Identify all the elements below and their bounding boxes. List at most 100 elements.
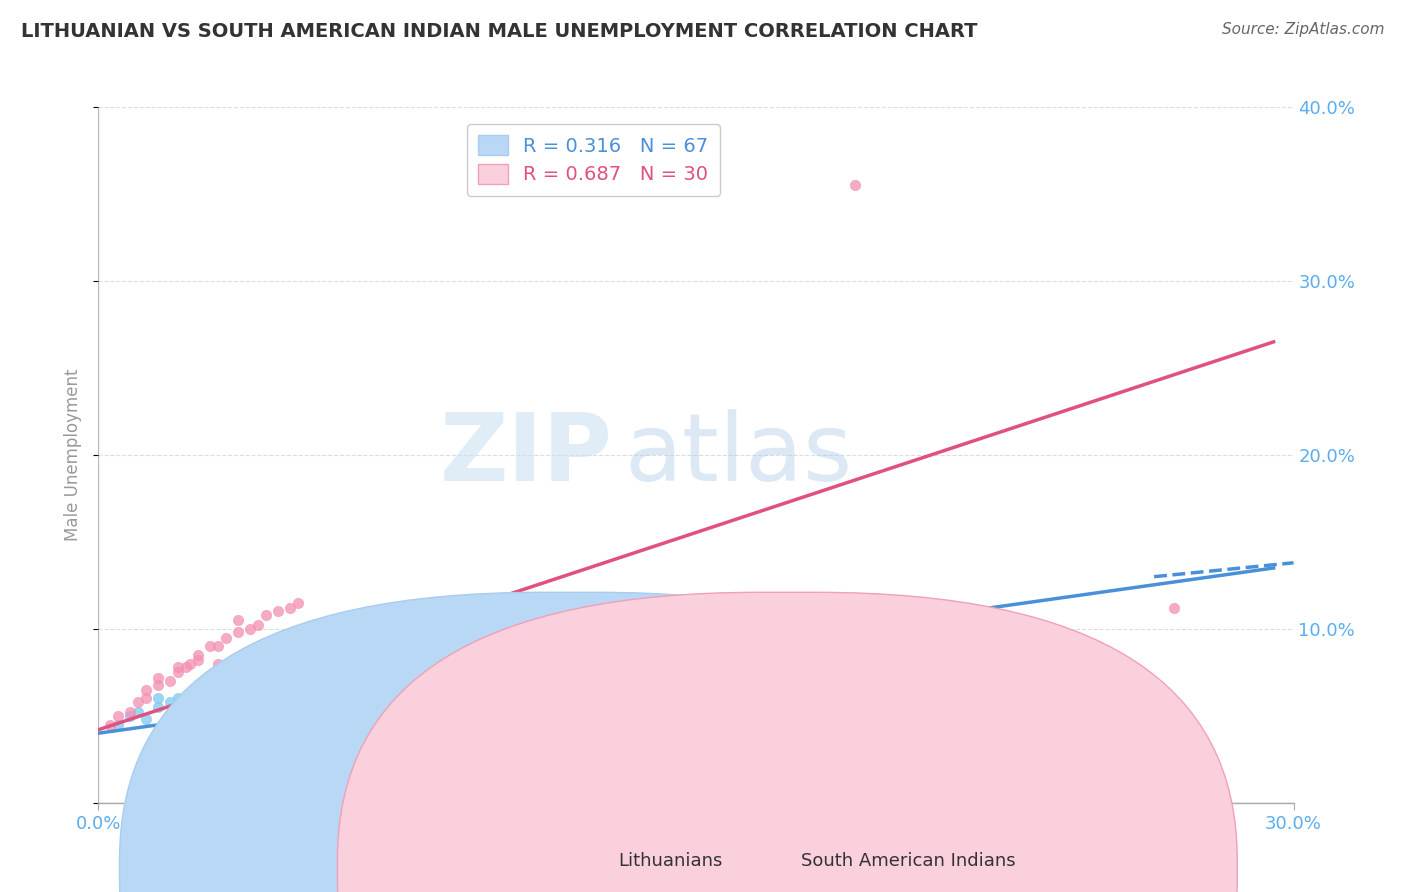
Point bbox=[246, 677, 269, 691]
Point bbox=[645, 625, 668, 640]
Point bbox=[278, 674, 301, 689]
Point bbox=[785, 726, 807, 740]
Point bbox=[267, 665, 290, 680]
Legend: R = 0.316   N = 67, R = 0.687   N = 30: R = 0.316 N = 67, R = 0.687 N = 30 bbox=[467, 124, 720, 196]
Point bbox=[174, 700, 197, 714]
Point bbox=[107, 708, 129, 723]
Point bbox=[159, 695, 181, 709]
Point bbox=[963, 700, 986, 714]
Point bbox=[339, 660, 360, 674]
Y-axis label: Male Unemployment: Male Unemployment bbox=[65, 368, 83, 541]
Point bbox=[135, 682, 157, 697]
Point bbox=[187, 648, 209, 662]
Point bbox=[326, 665, 349, 680]
Point bbox=[366, 660, 388, 674]
Point bbox=[148, 671, 170, 685]
Point bbox=[239, 622, 262, 636]
Point bbox=[884, 695, 907, 709]
Point bbox=[246, 618, 269, 632]
Point bbox=[326, 695, 349, 709]
Point bbox=[685, 625, 707, 640]
Point bbox=[287, 596, 309, 610]
Point bbox=[406, 653, 429, 667]
Point bbox=[187, 688, 209, 702]
Point bbox=[167, 660, 190, 674]
Point bbox=[207, 691, 229, 706]
Point bbox=[207, 639, 229, 653]
Point bbox=[605, 631, 627, 645]
Point bbox=[167, 691, 190, 706]
Point bbox=[135, 712, 157, 726]
Point bbox=[426, 648, 449, 662]
Point bbox=[207, 657, 229, 671]
Point bbox=[174, 660, 197, 674]
Point bbox=[127, 706, 149, 720]
Point bbox=[307, 677, 329, 691]
Point bbox=[326, 677, 349, 691]
Point bbox=[844, 178, 866, 193]
Point bbox=[120, 706, 142, 720]
Text: ZIP: ZIP bbox=[440, 409, 613, 501]
Point bbox=[359, 660, 381, 674]
Point bbox=[385, 691, 409, 706]
Point bbox=[526, 636, 548, 650]
Point bbox=[100, 717, 122, 731]
Point bbox=[426, 665, 449, 680]
Point bbox=[120, 708, 142, 723]
Point bbox=[385, 653, 409, 667]
Text: atlas: atlas bbox=[624, 409, 852, 501]
Point bbox=[207, 682, 229, 697]
Point bbox=[127, 695, 149, 709]
Point bbox=[565, 639, 588, 653]
Point bbox=[239, 674, 262, 689]
Point bbox=[307, 665, 329, 680]
Point bbox=[485, 657, 508, 671]
Point bbox=[167, 665, 190, 680]
Point bbox=[148, 700, 170, 714]
Point bbox=[219, 677, 242, 691]
Point bbox=[179, 657, 201, 671]
Text: South American Indians: South American Indians bbox=[801, 852, 1017, 870]
Point bbox=[1163, 601, 1185, 615]
Point bbox=[246, 695, 269, 709]
Point bbox=[267, 605, 290, 619]
Point bbox=[413, 657, 436, 671]
Point bbox=[246, 639, 269, 653]
Point bbox=[437, 653, 460, 667]
Point bbox=[259, 671, 281, 685]
Point bbox=[246, 726, 269, 740]
Point bbox=[148, 691, 170, 706]
Point bbox=[294, 677, 316, 691]
Point bbox=[287, 682, 309, 697]
Point bbox=[446, 648, 468, 662]
Text: Lithuanians: Lithuanians bbox=[619, 852, 723, 870]
Point bbox=[287, 671, 309, 685]
Point bbox=[226, 613, 249, 627]
Point bbox=[267, 677, 290, 691]
Point bbox=[278, 601, 301, 615]
Point bbox=[374, 657, 396, 671]
Point bbox=[366, 677, 388, 691]
Text: LITHUANIAN VS SOUTH AMERICAN INDIAN MALE UNEMPLOYMENT CORRELATION CHART: LITHUANIAN VS SOUTH AMERICAN INDIAN MALE… bbox=[21, 22, 977, 41]
Point bbox=[585, 631, 607, 645]
Point bbox=[385, 665, 409, 680]
Point bbox=[446, 665, 468, 680]
Point bbox=[485, 642, 508, 657]
Point bbox=[406, 665, 429, 680]
Point bbox=[724, 622, 747, 636]
Point bbox=[226, 625, 249, 640]
Point bbox=[844, 700, 866, 714]
Point bbox=[765, 618, 787, 632]
Text: Source: ZipAtlas.com: Source: ZipAtlas.com bbox=[1222, 22, 1385, 37]
Point bbox=[215, 631, 238, 645]
Point bbox=[159, 674, 181, 689]
Point bbox=[398, 660, 420, 674]
Point bbox=[226, 682, 249, 697]
Point bbox=[187, 695, 209, 709]
Point bbox=[135, 691, 157, 706]
Point bbox=[287, 695, 309, 709]
Point bbox=[254, 607, 277, 622]
Point bbox=[187, 653, 209, 667]
Point bbox=[198, 686, 221, 700]
Point bbox=[318, 671, 340, 685]
